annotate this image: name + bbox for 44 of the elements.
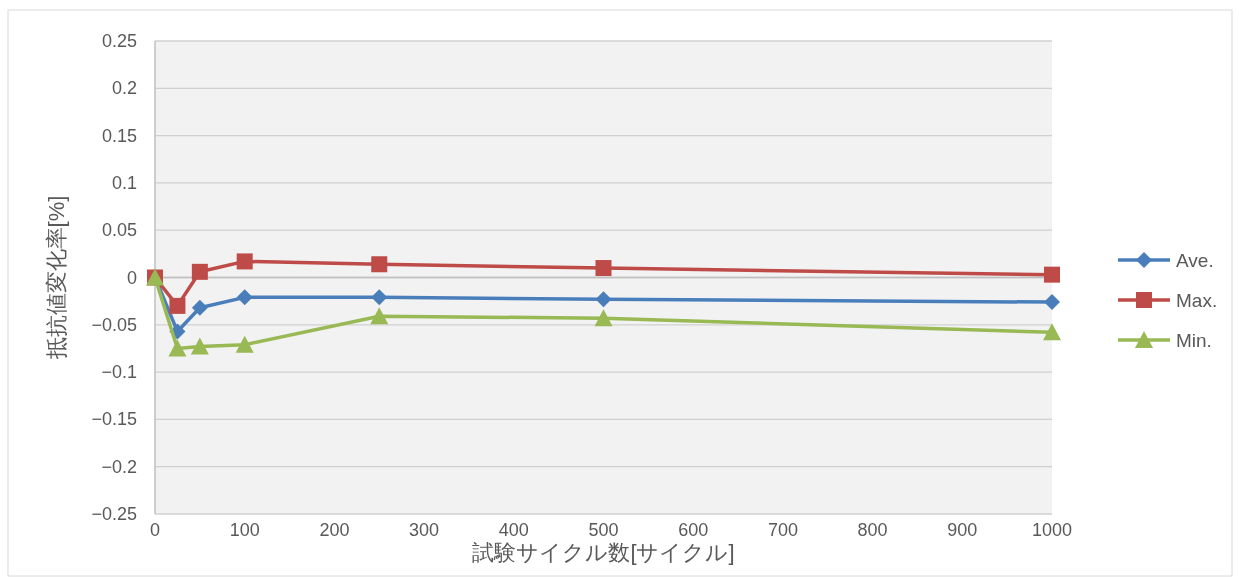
- point: [235, 335, 254, 353]
- x-tick-label: 100: [229, 520, 260, 540]
- point: [1044, 266, 1060, 283]
- x-axis-title: 試験サイクル数[サイクル]: [472, 540, 735, 565]
- y-axis-title: 抵抗値変化率[%]: [44, 195, 69, 361]
- x-tick-label: 0: [149, 520, 161, 540]
- point: [236, 253, 253, 270]
- point: [1043, 323, 1061, 341]
- y-tick-label: 0: [126, 267, 137, 288]
- y-tick-label: −0.25: [91, 504, 137, 524]
- point: [191, 263, 208, 280]
- y-tick-label: 0.05: [101, 220, 137, 241]
- y-tick-label: 0.1: [111, 172, 137, 193]
- x-tick-label: 700: [767, 520, 798, 540]
- point: [1044, 294, 1060, 311]
- y-tick-label: 0.25: [101, 31, 137, 51]
- point: [168, 339, 187, 357]
- y-tick-label: −0.15: [91, 409, 137, 430]
- y-tick-label: 0.2: [111, 78, 137, 99]
- legend-label: Min.: [1176, 330, 1212, 351]
- x-tick-label: 300: [409, 520, 440, 540]
- point: [370, 307, 389, 325]
- point: [595, 291, 612, 308]
- point: [594, 309, 613, 327]
- legend-label: Max.: [1176, 290, 1218, 311]
- y-tick-label: −0.2: [101, 456, 137, 477]
- point: [236, 289, 253, 306]
- point: [595, 260, 612, 277]
- x-tick-label: 400: [498, 520, 529, 540]
- x-tick-label: 500: [588, 520, 619, 540]
- x-tick-label: 200: [319, 520, 350, 540]
- legend-label: Ave.: [1176, 250, 1214, 271]
- y-tick-label: −0.1: [101, 362, 137, 383]
- y-tick-label: −0.05: [91, 314, 137, 335]
- point: [190, 337, 209, 355]
- y-tick-label: 0.15: [101, 125, 137, 146]
- point: [191, 299, 208, 316]
- point: [371, 289, 388, 306]
- x-tick-label: 1000: [1031, 520, 1073, 540]
- point: [169, 297, 186, 314]
- x-tick-label: 800: [857, 520, 888, 540]
- x-tick-label: 900: [947, 520, 978, 540]
- point: [371, 256, 388, 273]
- x-tick-label: 600: [678, 520, 709, 540]
